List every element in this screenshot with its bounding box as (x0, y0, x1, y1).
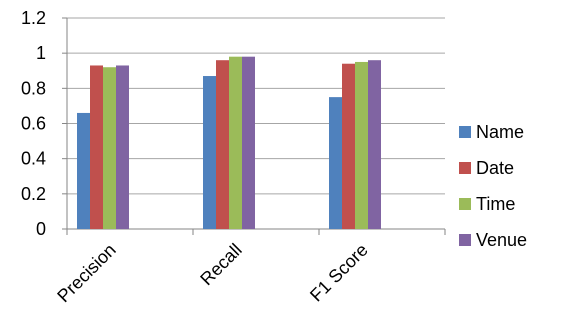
y-tick-label: 1 (36, 43, 46, 63)
legend-label-time: Time (476, 194, 515, 214)
x-category-label: F1 Score (306, 240, 372, 306)
bar-venue-f1-score (368, 60, 381, 230)
bar-name-f1-score (329, 97, 342, 229)
bar-date-recall (216, 60, 229, 230)
bar-venue-precision (116, 65, 129, 229)
legend-label-venue: Venue (476, 230, 527, 250)
bar-time-recall (229, 56, 242, 229)
bar-venue-recall (242, 56, 255, 229)
bar-time-f1-score (355, 61, 368, 230)
legend-label-name: Name (476, 122, 524, 142)
bar-name-precision (77, 112, 90, 229)
x-category-label: Recall (196, 240, 246, 290)
bar-time-precision (103, 67, 116, 229)
legend-swatch-name (459, 126, 471, 138)
bar-date-precision (90, 65, 103, 229)
x-category-label: Precision (53, 240, 119, 306)
y-tick-label: 0.6 (21, 114, 46, 134)
bar-date-f1-score (342, 63, 355, 229)
legend-swatch-date (459, 162, 471, 174)
legend-label-date: Date (476, 158, 514, 178)
y-tick-label: 0 (36, 219, 46, 239)
y-tick-label: 1.2 (21, 8, 46, 28)
legend-swatch-time (459, 198, 471, 210)
y-tick-label: 0.4 (21, 149, 46, 169)
y-tick-label: 0.2 (21, 184, 46, 204)
bar-name-recall (203, 76, 216, 230)
y-tick-label: 0.8 (21, 78, 46, 98)
legend-swatch-venue (459, 234, 471, 246)
